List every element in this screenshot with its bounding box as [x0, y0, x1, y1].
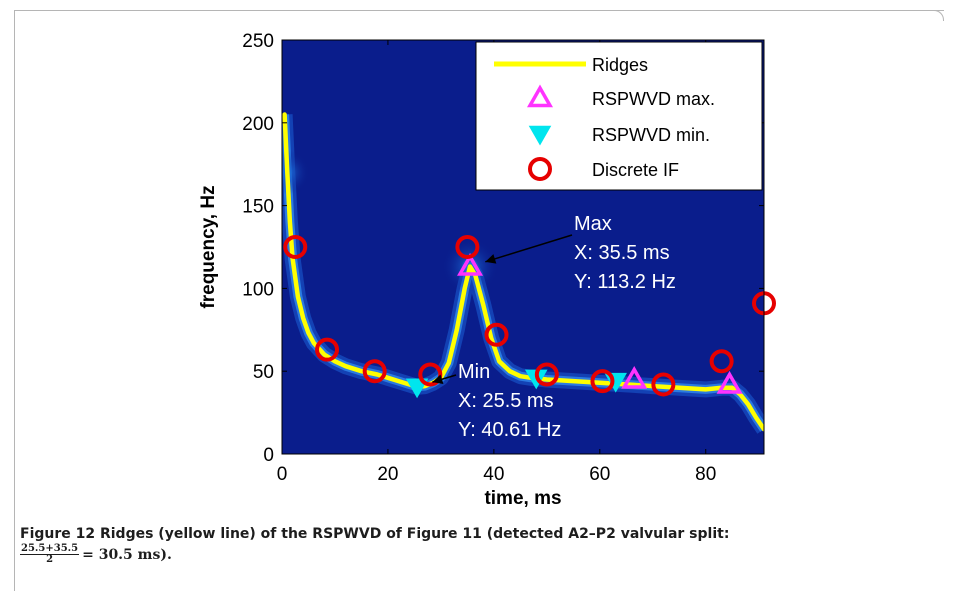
rspwvd-min-marker [405, 378, 429, 399]
discrete-if-marker [315, 337, 340, 362]
x-tick-label: 60 [589, 464, 610, 485]
y-tick-label: 100 [242, 279, 274, 300]
annotation-arrow-head [432, 374, 444, 385]
caption-text: Figure 12 Ridges (yellow line) of the RS… [20, 526, 730, 542]
legend-label: Discrete IF [592, 160, 679, 180]
y-tick-label: 200 [242, 114, 274, 135]
y-tick-label: 250 [242, 31, 274, 52]
x-tick-label: 40 [483, 464, 504, 485]
discrete-if-marker [484, 322, 509, 347]
discrete-if-marker [590, 369, 615, 394]
annotation-line: Y: 40.61 Hz [458, 419, 561, 441]
discrete-if-marker [651, 372, 676, 397]
legend-min-swatch [528, 125, 552, 146]
rspwvd-max-marker [457, 253, 484, 276]
annotations: Max X: 35.5 ms Y: 113.2 Hz Min X: 25.5 ms Y: … [432, 213, 676, 441]
discrete-if-marker [534, 362, 559, 387]
x-axis-label: time, ms [484, 488, 561, 509]
y-axis-label: frequency, Hz [198, 185, 219, 308]
legend-if-swatch [528, 157, 552, 181]
rspwvd-max-marker [621, 365, 648, 389]
y-tick-label: 150 [242, 197, 274, 218]
max-annotation: Max X: 35.5 ms Y: 113.2 Hz [485, 213, 676, 293]
formula-result: = 30.5 ms). [82, 546, 172, 563]
annotation-arrow-line [485, 234, 573, 263]
fraction-denominator: 2 [46, 554, 54, 565]
x-tick-label: 80 [695, 464, 716, 485]
x-tick-label: 0 [277, 464, 288, 485]
annotation-line: X: 25.5 ms [458, 390, 554, 412]
figure-frame-left [14, 10, 15, 591]
legend-label: RSPWVD min. [592, 125, 710, 145]
discrete-if-marker [709, 349, 734, 374]
annotation-line: Min [458, 361, 490, 383]
discrete-if-marker [418, 362, 443, 387]
legend-max-swatch [526, 84, 554, 108]
discrete-if-marker [283, 235, 308, 259]
y-tick-label: 50 [253, 362, 274, 383]
discrete-if-marker [455, 235, 480, 259]
legend-box [475, 41, 763, 191]
plot-border [281, 39, 765, 455]
legend-label: Ridges [592, 55, 648, 75]
min-annotation: Min X: 25.5 ms Y: 40.61 Hz [432, 361, 561, 441]
fraction-numerator: 25.5+35.5 [20, 543, 80, 555]
x-tick-label: 20 [377, 464, 398, 485]
ridges-chart: 0 20 40 60 80 0 50 100 150 200 250 time, ms frequenc… [198, 31, 776, 509]
caption-formula: 25.5+35.5 2 = 30.5 ms). [20, 543, 172, 565]
figure-caption: Figure 12 Ridges (yellow line) of the RS… [20, 524, 920, 565]
annotation-line: Y: 113.2 Hz [574, 271, 676, 293]
formula-fraction: 25.5+35.5 2 [20, 543, 80, 565]
figure-frame-top [14, 10, 944, 11]
axes: 0 20 40 60 80 0 50 100 150 200 250 time, ms frequenc… [198, 31, 764, 509]
annotation-arrow-head [485, 254, 497, 264]
annotation-line: Max [574, 213, 612, 235]
annotation-line: X: 35.5 ms [574, 242, 670, 264]
legend-label: RSPWVD max. [592, 89, 715, 109]
marker-layer [283, 235, 776, 399]
y-tick-label: 0 [263, 445, 274, 466]
discrete-if-marker [362, 359, 387, 384]
rspwvd-max-marker [716, 370, 743, 394]
legend: Ridges RSPWVD max. RSPWVD min. Discrete IF [475, 41, 763, 191]
